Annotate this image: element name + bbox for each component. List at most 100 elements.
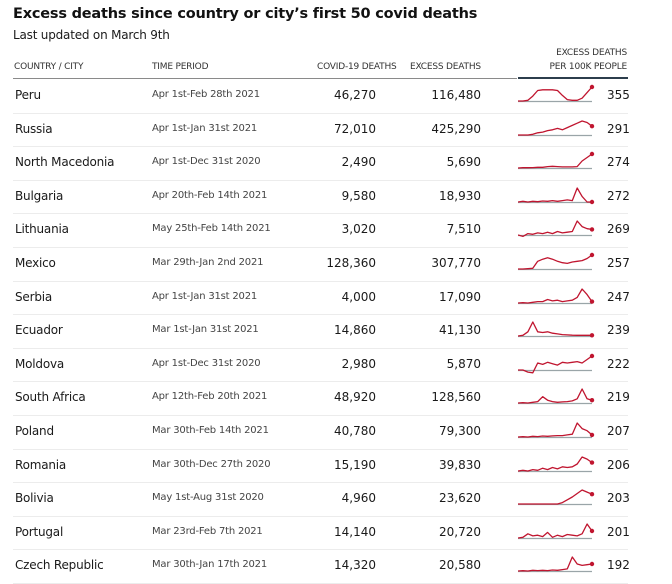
- covid-deaths: 14,860: [334, 323, 376, 338]
- time-period: Apr 20th-Feb 14th 2021: [152, 189, 268, 201]
- sparkline-path: [518, 489, 593, 505]
- covid-deaths: 46,270: [334, 88, 376, 102]
- sparkline-end-dot: [589, 432, 595, 438]
- time-period: Apr 1st-Dec 31st 2020: [152, 156, 261, 168]
- column-header-per100k-line1: EXCESS DEATHS: [556, 48, 627, 58]
- sparkline-end-dot: [589, 459, 595, 465]
- table-row: Lithuania May 25th-Feb 14th 2021 3,020 7,51…: [13, 213, 630, 248]
- country-name: Moldova: [15, 356, 65, 371]
- time-period: Mar 1st-Jan 31st 2021: [152, 324, 259, 336]
- sparkline-path: [518, 187, 592, 203]
- excess-per-100k: 203: [607, 491, 630, 506]
- excess-per-100k: 272: [607, 188, 630, 203]
- table-title: Excess deaths since country or city’s fi…: [13, 6, 478, 22]
- excess-deaths: 128,560: [431, 390, 481, 405]
- excess-deaths: 17,090: [439, 289, 481, 304]
- covid-deaths: 128,360: [326, 256, 376, 270]
- country-name: Lithuania: [15, 222, 69, 237]
- country-name: South Africa: [15, 390, 86, 405]
- column-header-excess: EXCESS DEATHS: [410, 62, 481, 72]
- excess-deaths: 5,690: [446, 155, 481, 170]
- time-period: Apr 1st-Jan 31st 2021: [152, 122, 258, 134]
- column-header-country: COUNTRY / CITY: [14, 62, 84, 72]
- header-divider-accent: [518, 77, 628, 79]
- column-header-period: TIME PERIOD: [152, 62, 209, 72]
- excess-deaths: 79,300: [439, 424, 481, 438]
- time-period: Mar 30th-Jan 17th 2021: [152, 559, 267, 571]
- country-name: Peru: [15, 88, 41, 102]
- sparkline-end-dot: [589, 227, 595, 232]
- sparkline: [518, 252, 595, 271]
- country-name: Mexico: [15, 256, 56, 270]
- excess-per-100k: 207: [607, 424, 630, 438]
- sparkline-path: [518, 422, 593, 438]
- sparkline: [518, 119, 595, 136]
- sparkline: [518, 353, 595, 374]
- sparkline-end-dot: [589, 252, 595, 258]
- covid-deaths: 4,000: [341, 289, 376, 304]
- excess-per-100k: 269: [607, 222, 630, 237]
- sparkline: [518, 187, 595, 204]
- table-row: Mexico Mar 29th-Jan 2nd 2021 128,360 307,77…: [13, 247, 630, 282]
- table-row: Serbia Apr 1st-Jan 31st 2021 4,000 17,090 24…: [13, 281, 630, 316]
- time-period: Mar 29th-Jan 2nd 2021: [152, 257, 264, 268]
- table-row: Peru Apr 1st-Feb 28th 2021 46,270 116,480 35…: [13, 79, 630, 114]
- table-row: Portugal Mar 23rd-Feb 7th 2021 14,140 20,72…: [13, 516, 630, 551]
- sparkline: [518, 523, 595, 539]
- sparkline-path: [518, 388, 593, 405]
- covid-deaths: 2,980: [341, 356, 376, 371]
- excess-deaths: 20,720: [439, 524, 481, 539]
- table-subtitle: Last updated on March 9th: [13, 28, 170, 42]
- time-period: Apr 12th-Feb 20th 2021: [152, 391, 268, 403]
- excess-deaths: 116,480: [431, 88, 481, 102]
- country-name: Portugal: [15, 524, 64, 539]
- sparkline: [518, 556, 595, 573]
- table-row: Bolivia May 1st-Aug 31st 2020 4,960 23,620 2…: [13, 482, 630, 517]
- excess-deaths: 18,930: [439, 188, 481, 203]
- sparkline: [518, 151, 595, 170]
- sparkline-end-dot: [589, 398, 595, 403]
- covid-deaths: 2,490: [341, 155, 376, 170]
- excess-per-100k: 355: [607, 88, 630, 102]
- sparkline-path: [518, 287, 593, 304]
- table-row: Ecuador Mar 1st-Jan 31st 2021 14,860 41,130…: [13, 314, 630, 349]
- covid-deaths: 14,320: [334, 558, 376, 573]
- sparkline: [518, 287, 595, 304]
- excess-deaths: 7,510: [446, 222, 481, 237]
- sparkline-path: [518, 119, 593, 136]
- sparkline-end-dot: [589, 123, 595, 128]
- excess-per-100k: 219: [607, 390, 630, 405]
- excess-deaths: 307,770: [431, 256, 481, 270]
- excess-per-100k: 291: [607, 121, 630, 136]
- country-name: Romania: [15, 457, 67, 472]
- table-row: North Macedonia Apr 1st-Dec 31st 2020 2,49…: [13, 146, 630, 181]
- covid-deaths: 9,580: [341, 188, 376, 203]
- country-name: Serbia: [15, 289, 53, 304]
- time-period: Apr 1st-Feb 28th 2021: [152, 89, 260, 100]
- sparkline-path: [518, 355, 593, 374]
- covid-deaths: 3,020: [341, 222, 376, 237]
- sparkline-end-dot: [589, 151, 595, 157]
- covid-deaths: 40,780: [334, 424, 376, 438]
- excess-per-100k: 257: [607, 256, 630, 270]
- country-name: Ecuador: [15, 323, 63, 338]
- sparkline: [518, 422, 595, 439]
- country-name: North Macedonia: [15, 155, 115, 170]
- sparkline: [518, 220, 595, 238]
- excess-per-100k: 192: [607, 558, 630, 573]
- sparkline-path: [518, 86, 593, 102]
- covid-deaths: 4,960: [341, 491, 376, 506]
- covid-deaths: 72,010: [334, 121, 376, 136]
- sparkline-end-dot: [589, 199, 595, 204]
- sparkline: [518, 321, 595, 338]
- sparkline-end-dot: [589, 333, 595, 338]
- sparkline-end-dot: [589, 528, 595, 533]
- sparkline: [518, 388, 595, 405]
- country-name: Czech Republic: [15, 558, 104, 573]
- table-row: Romania Mar 30th-Dec 27th 2020 15,190 39,83…: [13, 449, 630, 484]
- column-header-covid: COVID-19 DEATHS: [317, 62, 397, 72]
- sparkline-path: [518, 556, 593, 573]
- table-row: Poland Mar 30th-Feb 14th 2021 40,780 79,300…: [13, 415, 630, 450]
- country-name: Bolivia: [15, 491, 54, 506]
- excess-deaths: 23,620: [439, 491, 481, 506]
